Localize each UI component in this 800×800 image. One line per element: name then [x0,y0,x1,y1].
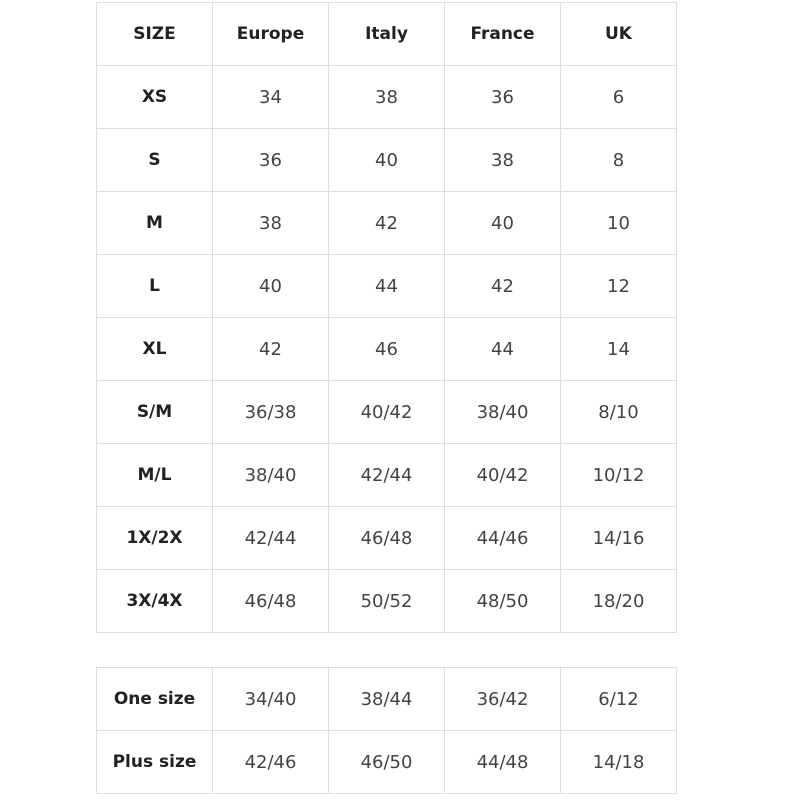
table-cell: 42 [444,254,561,318]
table-row: SIZE Europe Italy France UK [96,2,677,66]
row-label: 1X/2X [96,506,213,570]
table-cell: 10/12 [560,443,677,507]
table-cell: 46/48 [328,506,445,570]
table-cell: 38 [328,65,445,129]
table-row: 3X/4X 46/48 50/52 48/50 18/20 [96,569,677,633]
table-row: One size 34/40 38/44 36/42 6/12 [96,667,677,731]
table-cell: 10 [560,191,677,255]
table-cell: 40 [328,128,445,192]
table-row: XS 34 38 36 6 [96,65,677,129]
table-row: L 40 44 42 12 [96,254,677,318]
table-cell: 50/52 [328,569,445,633]
table-row: 1X/2X 42/44 46/48 44/46 14/16 [96,506,677,570]
table-cell: 14/16 [560,506,677,570]
table-cell: 38/40 [212,443,329,507]
table-cell: 48/50 [444,569,561,633]
table-cell: 42 [328,191,445,255]
table-cell: 6 [560,65,677,129]
table-cell: Italy [328,2,445,66]
table-cell: 14 [560,317,677,381]
row-label: L [96,254,213,318]
row-label: SIZE [96,2,213,66]
table-cell: 40 [444,191,561,255]
table-row: S 36 40 38 8 [96,128,677,192]
table-cell: 40/42 [444,443,561,507]
table-cell: 38/44 [328,667,445,731]
table-cell: 38 [444,128,561,192]
table-cell: 36/38 [212,380,329,444]
table-cell: 6/12 [560,667,677,731]
row-label: S/M [96,380,213,444]
size-table: SIZE Europe Italy France UK XS 34 38 36 6 S 36 40 38 8… [96,2,677,633]
row-label: 3X/4X [96,569,213,633]
table-cell: 38/40 [444,380,561,444]
row-label: S [96,128,213,192]
table-cell: 38 [212,191,329,255]
row-label: M [96,191,213,255]
table-row: M/L 38/40 42/44 40/42 10/12 [96,443,677,507]
table-cell: 8/10 [560,380,677,444]
table-cell: 36/42 [444,667,561,731]
table-cell: 14/18 [560,730,677,794]
table-cell: 42 [212,317,329,381]
table-cell: 46 [328,317,445,381]
table-cell: 42/46 [212,730,329,794]
table-cell: 42/44 [328,443,445,507]
table-row: Plus size 42/46 46/50 44/48 14/18 [96,730,677,794]
table-cell: 46/48 [212,569,329,633]
table-cell: 40/42 [328,380,445,444]
table-cell: Europe [212,2,329,66]
table-cell: 8 [560,128,677,192]
row-label: XL [96,317,213,381]
table-cell: 44/46 [444,506,561,570]
table-cell: 40 [212,254,329,318]
table-cell: 44 [328,254,445,318]
row-label: Plus size [96,730,213,794]
row-label: M/L [96,443,213,507]
table-cell: 34 [212,65,329,129]
table-row: S/M 36/38 40/42 38/40 8/10 [96,380,677,444]
table-cell: France [444,2,561,66]
table-cell: 18/20 [560,569,677,633]
table-cell: 42/44 [212,506,329,570]
table-cell: 36 [444,65,561,129]
table-cell: 12 [560,254,677,318]
row-label: XS [96,65,213,129]
row-label: One size [96,667,213,731]
table-row: M 38 42 40 10 [96,191,677,255]
table-cell: 44 [444,317,561,381]
table-row: XL 42 46 44 14 [96,317,677,381]
table-cell: 36 [212,128,329,192]
extra-size-table: One size 34/40 38/44 36/42 6/12 Plus size 42/4… [96,667,677,794]
table-cell: UK [560,2,677,66]
table-cell: 34/40 [212,667,329,731]
table-cell: 46/50 [328,730,445,794]
table-cell: 44/48 [444,730,561,794]
